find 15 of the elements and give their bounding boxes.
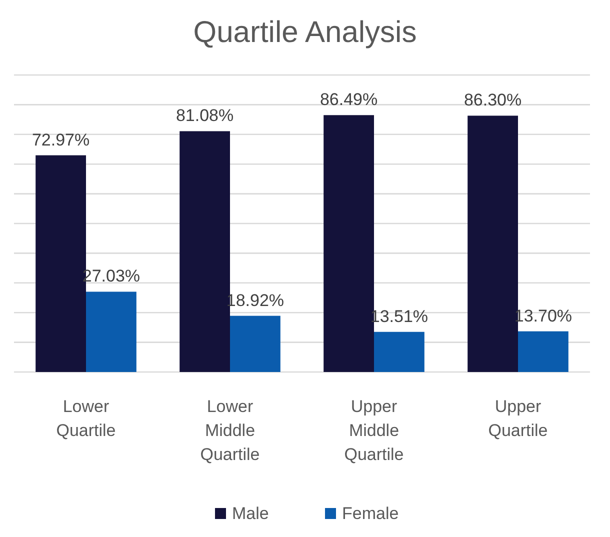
x-tick-label: Upper Quartile: [488, 397, 548, 440]
bar: [86, 292, 136, 372]
data-label: 86.49%: [320, 90, 378, 110]
legend-label: Male: [232, 504, 269, 523]
bar: [518, 331, 568, 372]
bar: [374, 332, 424, 372]
bar: [230, 316, 280, 372]
data-label: 81.08%: [176, 106, 234, 126]
data-label: 72.97%: [32, 130, 90, 150]
data-label: 86.30%: [464, 90, 522, 110]
legend-label: Female: [342, 504, 399, 523]
x-tick-label: Lower Middle Quartile: [200, 397, 260, 464]
x-tick-label: Upper Middle Quartile: [344, 397, 404, 464]
chart-title: Quartile Analysis: [193, 16, 417, 49]
x-tick-label: Lower Quartile: [56, 397, 116, 440]
